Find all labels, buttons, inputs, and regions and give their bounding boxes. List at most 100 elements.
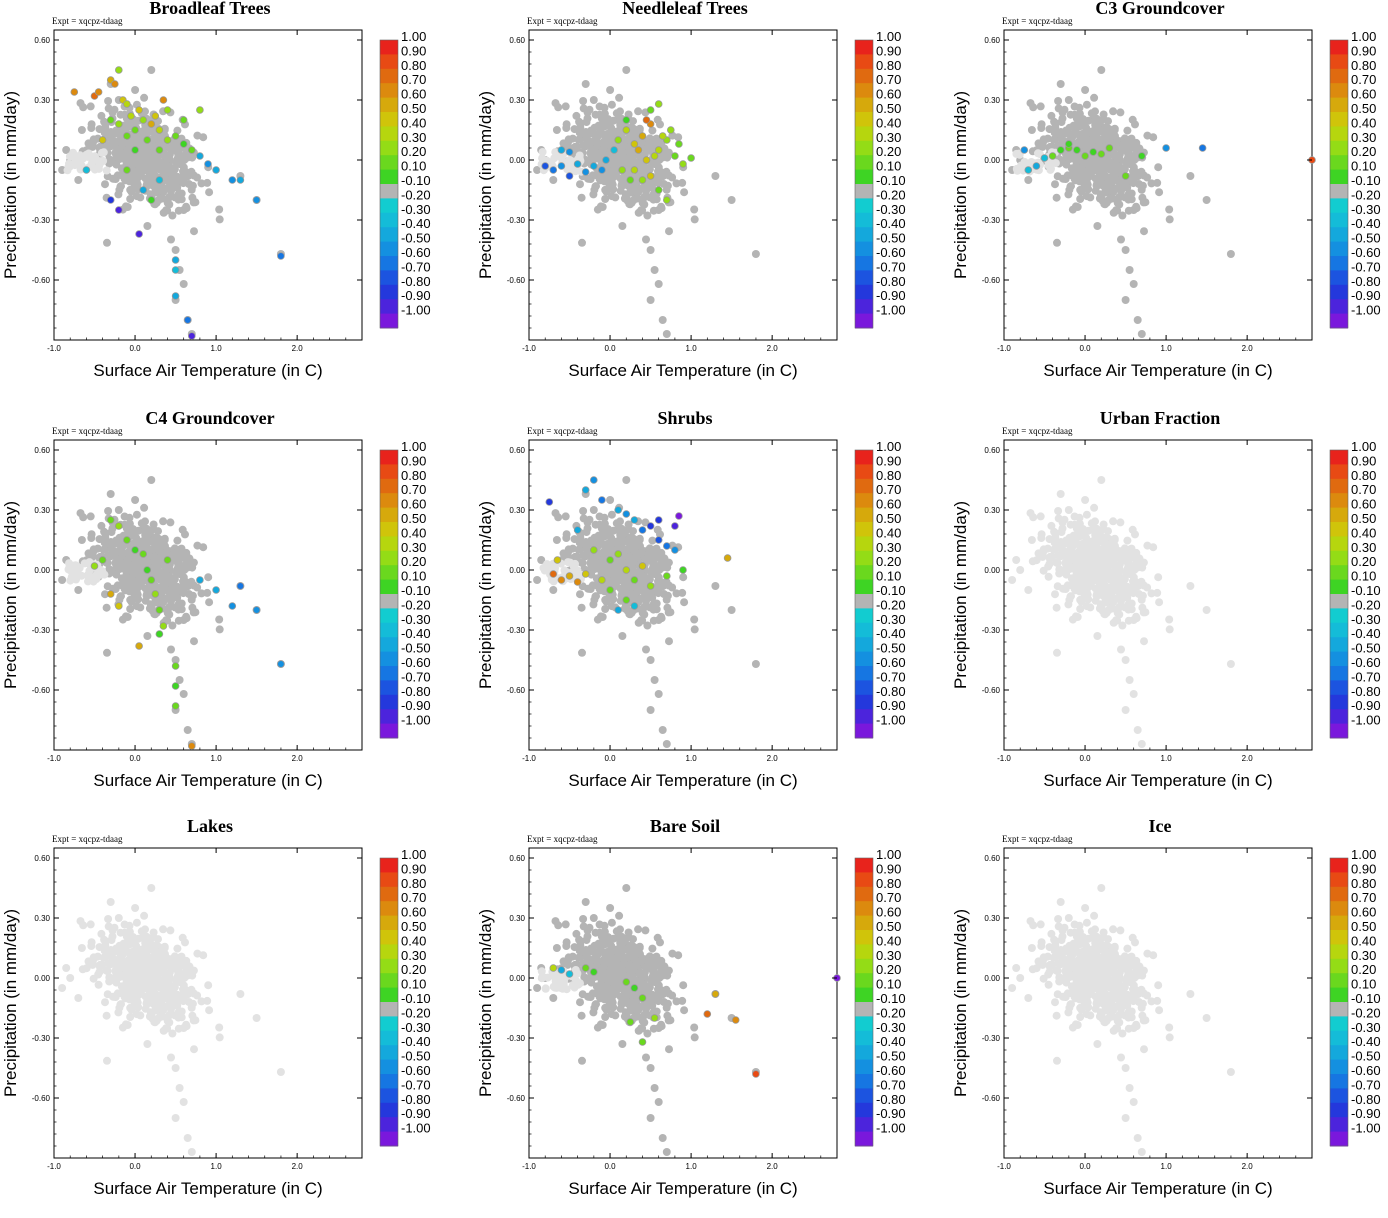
background-point (116, 146, 124, 154)
x-tick-label: 1.0 (211, 344, 223, 353)
data-point (197, 107, 204, 114)
background-point (600, 138, 608, 146)
background-point (84, 571, 92, 579)
background-point (132, 134, 140, 142)
background-point (596, 566, 604, 574)
background-point (578, 604, 586, 612)
background-point (119, 982, 127, 990)
y-tick-label: 0.30 (509, 506, 525, 515)
background-point (607, 134, 615, 142)
x-tick-label: 2.0 (292, 754, 304, 763)
background-point (1076, 175, 1084, 183)
background-point (565, 547, 573, 555)
data-point (623, 117, 630, 124)
background-point (576, 180, 584, 188)
background-point (1115, 201, 1123, 209)
colorbar-label: 0.80 (1351, 58, 1376, 73)
colorbar-label: -1.00 (1351, 713, 1381, 728)
background-point (1090, 504, 1098, 512)
data-point (1025, 167, 1032, 174)
x-tick-label: 0.0 (604, 344, 616, 353)
colorbar-swatch (855, 83, 873, 98)
background-point (146, 987, 154, 995)
colorbar-swatch (855, 551, 873, 566)
background-point (1071, 566, 1079, 574)
background-point (1113, 139, 1121, 147)
background-point (664, 182, 672, 190)
background-point (1085, 117, 1093, 125)
background-point (199, 951, 207, 959)
data-point (172, 663, 179, 670)
colorbar-swatch (380, 285, 398, 300)
colorbar-swatch (1330, 695, 1348, 710)
background-point (78, 536, 86, 544)
background-point (1117, 187, 1125, 195)
x-tick-label: -1.0 (997, 754, 1011, 763)
background-point (167, 597, 175, 605)
background-point (642, 646, 650, 654)
background-point (79, 513, 87, 521)
colorbar-label: 1.00 (1351, 439, 1376, 454)
colorbar-swatch (1330, 155, 1348, 170)
background-point (565, 137, 573, 145)
background-point (1052, 119, 1060, 127)
background-point (178, 195, 186, 203)
background-point (1040, 547, 1048, 555)
background-point (647, 656, 655, 664)
data-point (639, 177, 646, 184)
background-point (100, 546, 108, 554)
data-point (615, 607, 622, 614)
background-point (1149, 133, 1157, 141)
background-point (594, 616, 602, 624)
colorbar-swatch (1330, 40, 1348, 55)
background-point (1061, 549, 1069, 557)
data-point (566, 173, 573, 180)
data-point (639, 133, 646, 140)
data-point (156, 631, 163, 638)
y-tick-label: -0.30 (32, 626, 51, 635)
background-point (1123, 127, 1131, 135)
background-point (160, 209, 168, 217)
colorbar-swatch (380, 299, 398, 314)
background-point (143, 222, 151, 230)
colorbar-swatch (380, 887, 398, 902)
background-point (616, 517, 624, 525)
data-point (1074, 147, 1081, 154)
background-point (680, 598, 688, 606)
background-point (1091, 107, 1099, 115)
background-point (728, 606, 736, 614)
background-point (1057, 490, 1065, 498)
colorbar-label: -0.10 (1351, 583, 1381, 598)
colorbar-swatch (855, 170, 873, 185)
background-point (185, 556, 193, 564)
x-tick-label: -1.0 (522, 754, 536, 763)
background-point (554, 513, 562, 521)
background-point (623, 195, 631, 203)
background-point (1126, 676, 1134, 684)
colorbar-swatch (1330, 594, 1348, 609)
background-point (148, 605, 156, 613)
colorbar-swatch (380, 988, 398, 1003)
background-point (73, 569, 81, 577)
data-point (205, 161, 212, 168)
colorbar-label: 1.00 (401, 439, 426, 454)
background-point (141, 517, 149, 525)
background-point (691, 625, 699, 633)
data-point (647, 107, 654, 114)
colorbar-label: -0.60 (1351, 655, 1381, 670)
chart-title: Broadleaf Trees (149, 0, 270, 18)
background-point (1076, 585, 1084, 593)
background-point (107, 490, 115, 498)
x-tick-label: 2.0 (292, 1162, 304, 1171)
colorbar-swatch (380, 680, 398, 695)
colorbar-swatch (380, 184, 398, 199)
data-point (599, 497, 606, 504)
background-point (277, 1068, 285, 1076)
data-point (132, 547, 139, 554)
background-point (151, 963, 159, 971)
colorbar-swatch (380, 493, 398, 508)
background-point (74, 586, 82, 594)
data-point (631, 517, 638, 524)
